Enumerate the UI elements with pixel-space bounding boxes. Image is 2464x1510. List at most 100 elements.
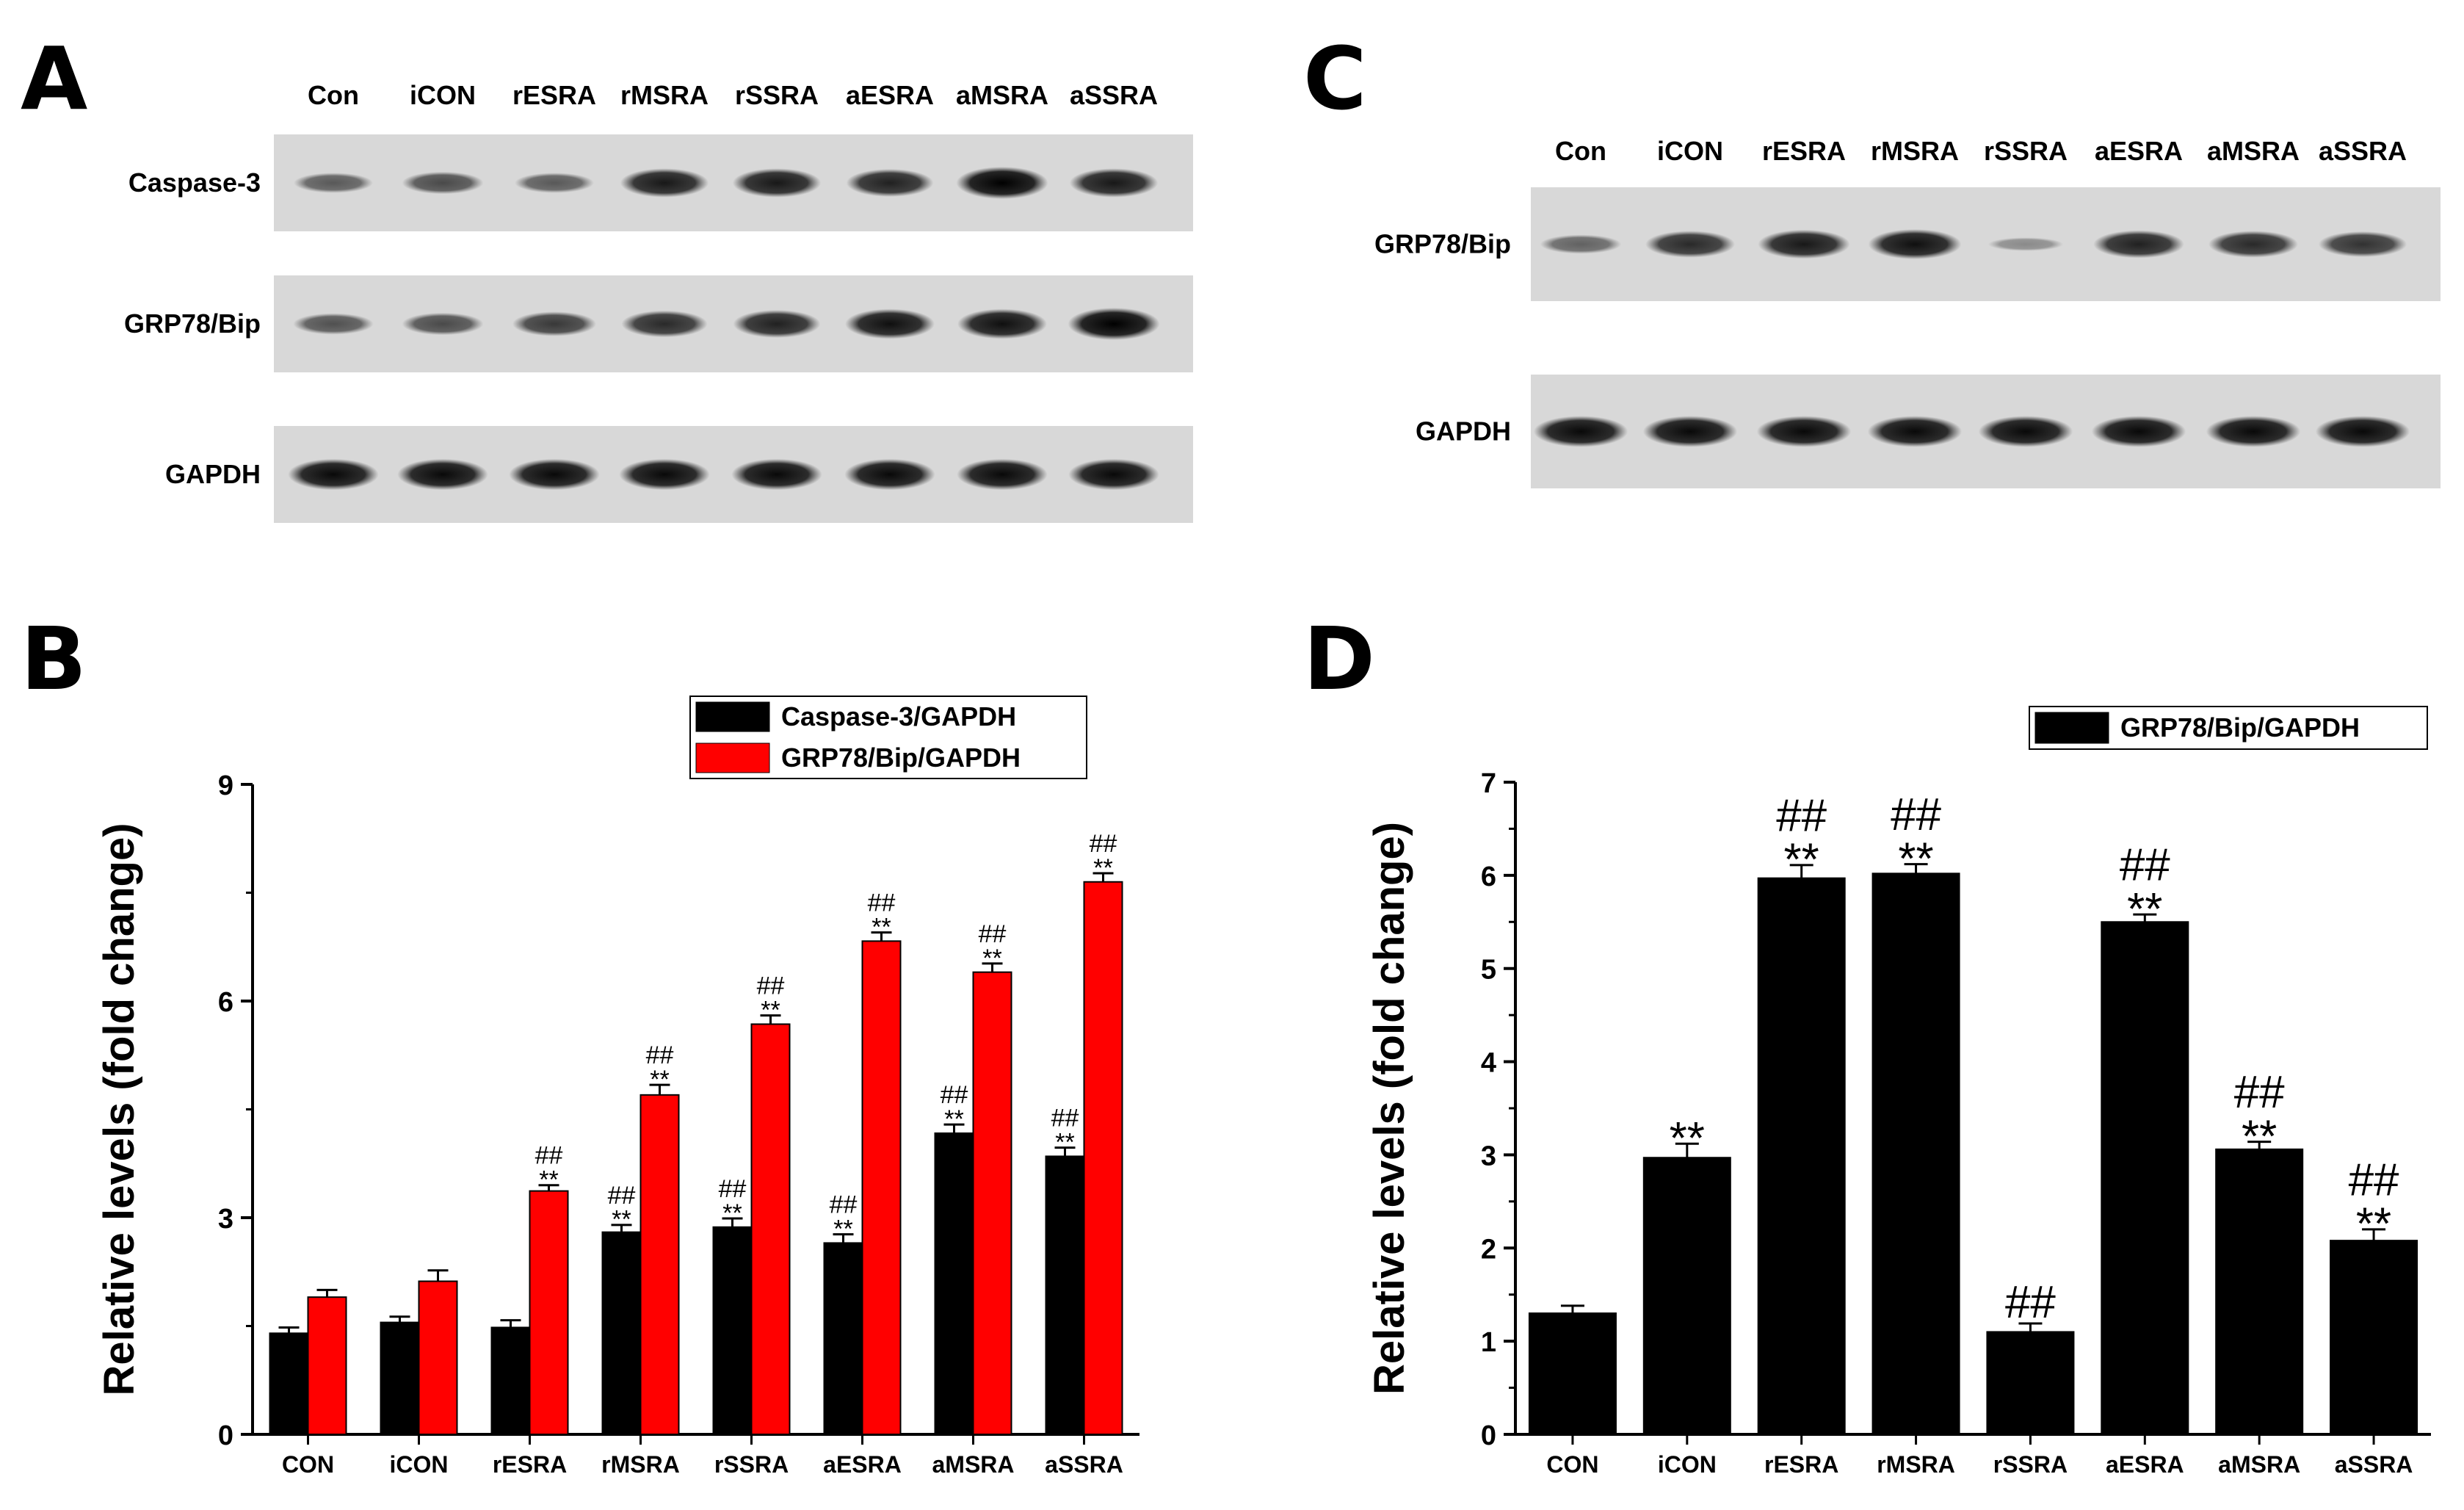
y-tick-label: 2 — [1481, 1234, 1496, 1265]
row-label: GRP78/Bip — [124, 308, 261, 339]
row-label: GRP78/Bip — [1374, 229, 1511, 259]
significance-mark: ** — [612, 1206, 631, 1234]
panel-label-b: B — [21, 608, 87, 709]
bar — [269, 1332, 309, 1435]
row-label: GAPDH — [165, 459, 261, 489]
bar — [601, 1231, 642, 1436]
blot-band — [1867, 416, 1963, 447]
blot-band — [515, 173, 594, 193]
x-tick-label: CON — [1546, 1451, 1598, 1478]
x-tick-label: rMSRA — [1877, 1451, 1955, 1478]
blot-c-svg: Con iCON rESRA rMSRA rSSRA aESRA aMSRA aSSRA GRP… — [1374, 136, 2441, 488]
lane-label: aMSRA — [956, 80, 1048, 110]
western-blot-c: Con iCON rESRA rMSRA rSSRA aESRA aMSRA aSSRA GRP… — [1248, 0, 2464, 562]
bar — [934, 1132, 974, 1435]
lane-label: aMSRA — [2207, 136, 2300, 166]
significance-mark: ## — [1051, 1105, 1079, 1132]
blot-band — [1756, 416, 1852, 447]
blot-band — [732, 168, 822, 198]
legend-swatch — [2034, 712, 2109, 744]
significance-mark: ** — [2127, 884, 2162, 935]
row-label: GAPDH — [1416, 416, 1511, 447]
x-tick-label: aESRA — [2106, 1451, 2184, 1478]
x-tick-label: CON — [282, 1451, 334, 1478]
blot-band — [957, 308, 1047, 339]
lane-label: Con — [308, 80, 359, 110]
x-tick-label: rSSRA — [714, 1451, 789, 1478]
bar — [418, 1280, 458, 1435]
bar — [2101, 921, 2189, 1435]
lane-label: rESRA — [1762, 136, 1846, 166]
blot-band — [288, 458, 379, 491]
x-tick-label: rMSRA — [601, 1451, 680, 1478]
significance-mark: ** — [2356, 1199, 2391, 1250]
significance-mark: ** — [944, 1105, 963, 1133]
blot-band — [509, 458, 600, 491]
significance-mark: ## — [535, 1142, 563, 1170]
x-tick-label: aSSRA — [2335, 1451, 2413, 1478]
significance-mark: ## — [2234, 1067, 2285, 1118]
lane-label: aESRA — [2095, 136, 2183, 166]
legend-swatch — [695, 701, 770, 732]
blot-band — [2093, 230, 2184, 259]
blot-band — [956, 167, 1048, 199]
lane-label: rSSRA — [735, 80, 819, 110]
x-tick-label: aESRA — [823, 1451, 902, 1478]
blot-band — [1642, 416, 1738, 447]
blot-band — [845, 308, 935, 339]
lane-label: rESRA — [512, 80, 596, 110]
blot-band — [2091, 416, 2186, 447]
y-tick-label: 9 — [218, 770, 233, 801]
bar — [1986, 1331, 2075, 1436]
significance-mark: ## — [830, 1191, 858, 1219]
blot-band — [2206, 416, 2301, 447]
y-axis-title: Relative levels (fold change) — [95, 823, 143, 1395]
significance-mark: ** — [872, 913, 891, 941]
blot-band — [1068, 458, 1159, 491]
bar-chart-d: 0 1 2 3 4 5 6 7 Relative levels (fold change) CON… — [1241, 588, 2464, 1510]
blot-band — [1978, 416, 2073, 447]
blot-band — [1069, 168, 1159, 198]
blot-band — [294, 173, 373, 193]
y-tick-label: 0 — [218, 1420, 233, 1451]
y-tick-label: 5 — [1481, 955, 1496, 986]
significance-mark: ** — [761, 997, 780, 1025]
blot-band — [620, 168, 709, 198]
significance-mark: ** — [539, 1166, 558, 1194]
y-axis-title: Relative levels (fold change) — [1366, 822, 1413, 1395]
y-tick-label: 1 — [1481, 1327, 1496, 1358]
significance-mark: ## — [979, 920, 1007, 948]
blot-band — [402, 171, 484, 195]
blot-band — [397, 458, 488, 491]
significance-mark: ** — [982, 944, 1001, 972]
bar — [380, 1321, 420, 1435]
bar — [2330, 1240, 2418, 1435]
blot-band — [619, 458, 710, 491]
x-tick-label: iCON — [390, 1451, 449, 1478]
blot-a-svg: Con iCON rESRA rMSRA rSSRA aESRA aMSRA aSSRA Cas… — [124, 80, 1193, 523]
lane-label: aSSRA — [2319, 136, 2407, 166]
significance-mark: ** — [1784, 835, 1819, 886]
panel-label-c: C — [1303, 28, 1367, 129]
bar — [972, 971, 1012, 1435]
y-tick-label: 6 — [218, 987, 233, 1018]
significance-mark: ## — [1090, 830, 1117, 858]
lane-label: Con — [1555, 136, 1606, 166]
bar — [1871, 873, 1960, 1435]
legend-label: Caspase-3/GAPDH — [781, 701, 1016, 731]
legend-label: GRP78/Bip/GAPDH — [781, 743, 1021, 773]
bar — [823, 1242, 863, 1436]
lane-label: aESRA — [846, 80, 934, 110]
x-tick-label: aMSRA — [932, 1451, 1014, 1478]
legend-swatch — [695, 743, 770, 773]
legend-label: GRP78/Bip/GAPDH — [2120, 712, 2360, 743]
significance-mark: ## — [2120, 840, 2170, 891]
x-tick-label: aSSRA — [1045, 1451, 1123, 1478]
bar — [1528, 1312, 1617, 1435]
chart-d-svg: 0 1 2 3 4 5 6 7 Relative levels (fold change) CON… — [1366, 706, 2431, 1478]
chart-b-svg: 0 3 6 9 Relative levels (fold change) CON iCON… — [95, 696, 1139, 1478]
significance-mark: ## — [868, 889, 896, 917]
blot-band — [293, 313, 374, 335]
lane-label: rSSRA — [1984, 136, 2068, 166]
bar — [861, 940, 902, 1435]
